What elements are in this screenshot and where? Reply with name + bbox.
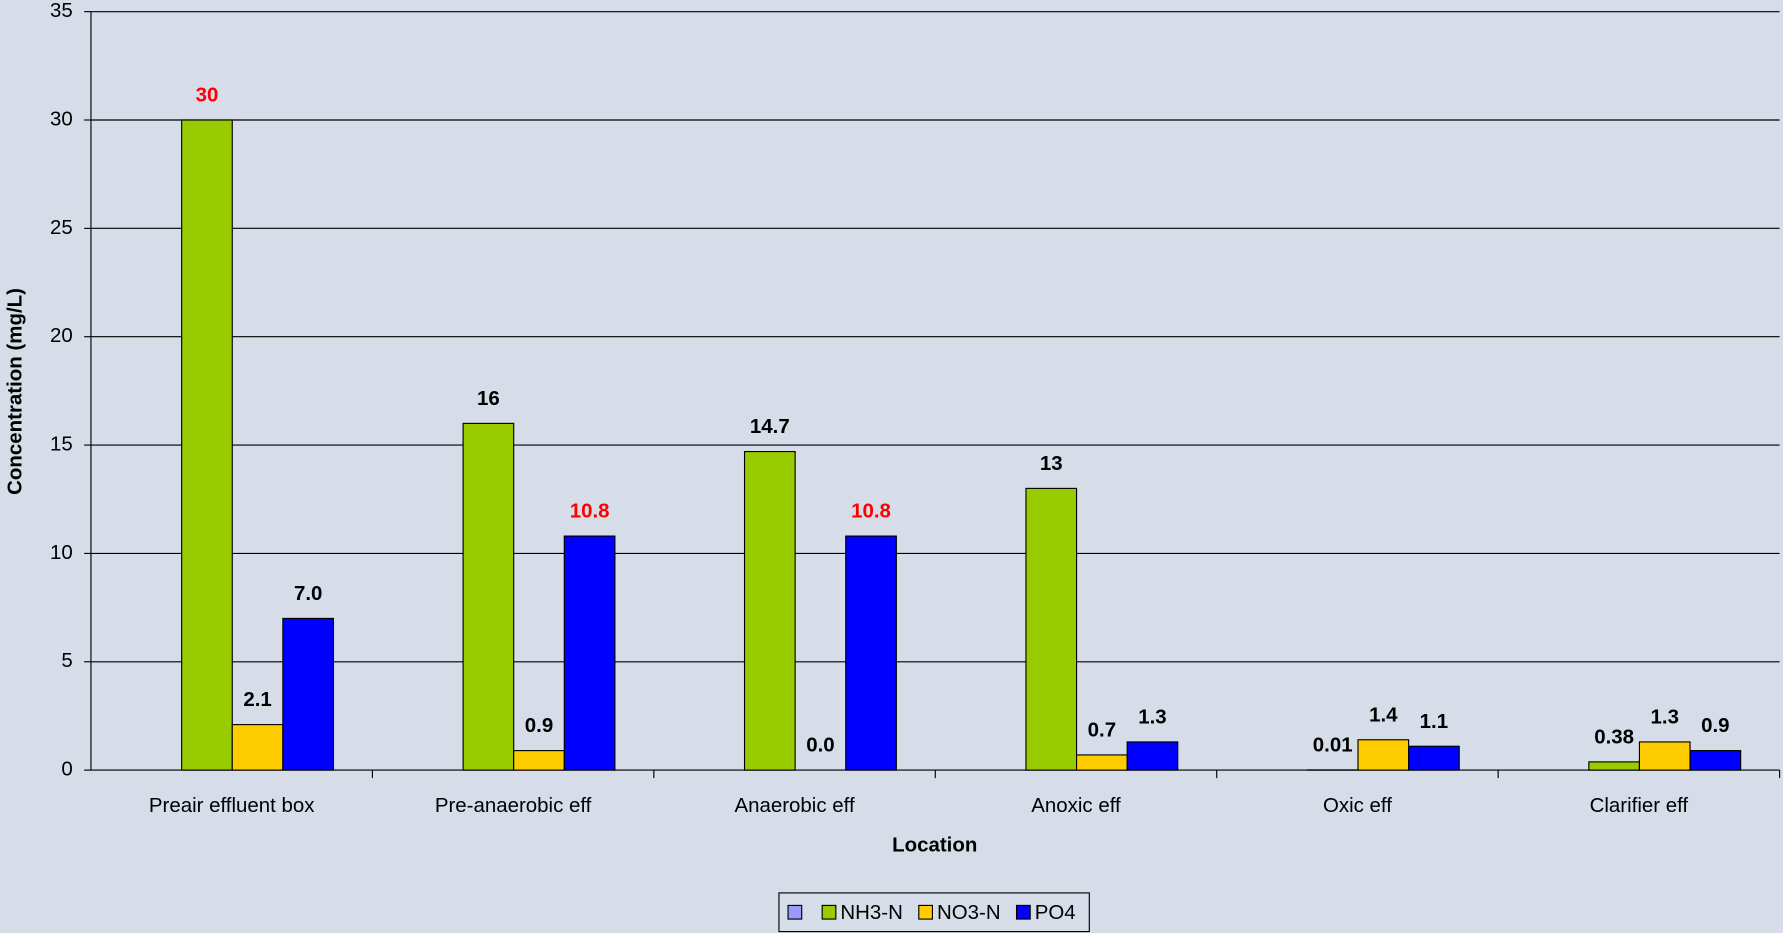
bar <box>462 422 515 771</box>
data-label: 1.4 <box>1369 703 1398 726</box>
bar <box>231 724 284 771</box>
data-label: 13 <box>1040 452 1063 475</box>
legend: NH3-N NO3-N PO4 <box>778 892 1090 933</box>
bar <box>513 750 565 771</box>
data-label: 0.0 <box>806 734 834 757</box>
bar <box>1025 487 1078 771</box>
legend-label: PO4 <box>1035 901 1076 924</box>
bar <box>1357 739 1410 771</box>
x-tick-label: Anaerobic eff <box>734 794 854 817</box>
data-label: 14.7 <box>750 415 790 438</box>
legend-label: NO3-N <box>937 901 1001 924</box>
bar <box>563 535 616 771</box>
legend-swatch <box>787 904 803 920</box>
x-tick-label: Pre-anaerobic eff <box>435 794 592 817</box>
data-label: 1.1 <box>1420 710 1448 733</box>
bar <box>845 535 897 771</box>
x-tick-label: Preair effluent box <box>149 794 315 817</box>
data-label: 0.9 <box>1701 714 1729 737</box>
legend-swatch <box>1015 904 1031 920</box>
x-tick-label: Anoxic eff <box>1031 794 1121 817</box>
data-label: 0.01 <box>1313 733 1353 756</box>
y-tick-label: 5 <box>61 649 72 672</box>
bar <box>1638 741 1691 771</box>
legend-swatch <box>821 904 837 920</box>
y-tick-label: 10 <box>50 541 73 564</box>
bar <box>1408 745 1460 771</box>
data-label: 1.3 <box>1651 705 1679 728</box>
y-tick-label: 15 <box>50 432 73 455</box>
y-tick-label: 25 <box>50 216 73 239</box>
x-tick-label: Oxic eff <box>1323 794 1392 817</box>
legend-swatch <box>918 904 934 920</box>
y-axis-title: Concentration (mg/L) <box>3 288 26 495</box>
bar <box>181 119 233 771</box>
data-label: 10.8 <box>570 500 610 523</box>
bar <box>1075 754 1128 771</box>
data-label: 7.0 <box>294 582 322 605</box>
y-tick-label: 30 <box>50 107 73 130</box>
data-label: 0.38 <box>1594 725 1634 748</box>
data-label: 2.1 <box>243 688 271 711</box>
data-label: 1.3 <box>1138 705 1166 728</box>
bar <box>1126 741 1179 771</box>
y-tick-label: 20 <box>50 324 73 347</box>
x-axis-title: Location <box>892 834 977 857</box>
bar <box>1689 750 1742 771</box>
data-label: 10.8 <box>851 500 891 523</box>
y-tick-label: 0 <box>61 758 72 781</box>
data-label: 0.7 <box>1088 718 1116 741</box>
bar <box>1588 761 1641 771</box>
data-label: 0.9 <box>525 714 553 737</box>
legend-label: NH3-N <box>840 901 903 924</box>
bar <box>282 617 335 771</box>
x-tick-label: Clarifier eff <box>1590 794 1689 817</box>
data-label: 16 <box>477 387 500 410</box>
data-label: 30 <box>196 84 219 107</box>
bar <box>743 450 796 771</box>
y-tick-label: 35 <box>50 0 73 22</box>
